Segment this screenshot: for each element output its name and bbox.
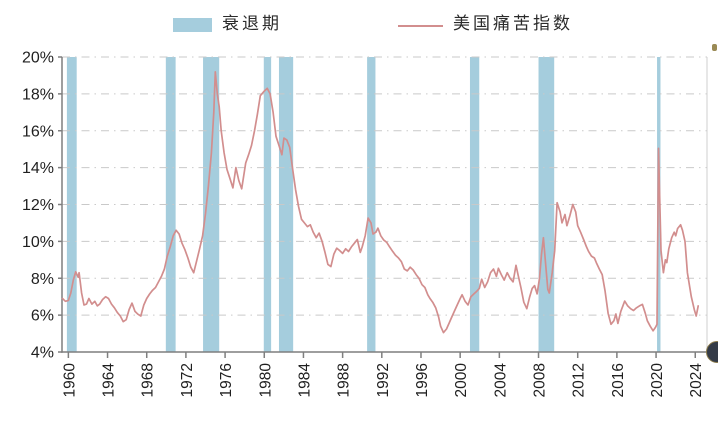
x-tick-label: 1976 xyxy=(218,363,235,397)
y-tick-label: 20% xyxy=(22,50,54,67)
x-tick-label: 2024 xyxy=(688,363,705,398)
y-tick-label: 14% xyxy=(22,160,54,177)
x-tick-label: 2020 xyxy=(649,363,666,398)
x-tick-label: 1992 xyxy=(375,363,392,397)
x-tick-label: 2016 xyxy=(610,363,627,397)
x-tick-label: 1972 xyxy=(179,363,196,397)
x-tick-label: 1968 xyxy=(140,363,157,397)
recession-band xyxy=(263,57,272,352)
x-tick-label: 2000 xyxy=(453,363,470,398)
x-tick-label: 1988 xyxy=(336,363,353,397)
recession-band xyxy=(66,57,77,352)
recession-band xyxy=(165,57,176,352)
x-tick-label: 1964 xyxy=(101,363,118,398)
x-tick-label: 1960 xyxy=(61,363,78,398)
y-tick-label: 12% xyxy=(22,197,54,214)
y-tick-label: 10% xyxy=(22,234,54,251)
x-tick-label: 1980 xyxy=(257,363,274,398)
y-tick-label: 16% xyxy=(22,123,54,140)
y-tick-label: 4% xyxy=(31,345,54,362)
y-tick-label: 8% xyxy=(31,271,54,288)
recession-band xyxy=(367,57,376,352)
x-tick-label: 2012 xyxy=(571,363,588,397)
x-tick-label: 2008 xyxy=(532,363,549,397)
cropped-glyph-speck xyxy=(712,44,717,51)
x-tick-label: 1996 xyxy=(414,363,431,397)
recession-band xyxy=(203,57,220,352)
misery-index-line xyxy=(61,70,700,334)
x-tick-label: 2004 xyxy=(492,363,509,398)
y-tick-label: 6% xyxy=(31,308,54,325)
y-tick-label: 18% xyxy=(22,86,54,103)
x-tick-label: 1984 xyxy=(296,363,313,398)
